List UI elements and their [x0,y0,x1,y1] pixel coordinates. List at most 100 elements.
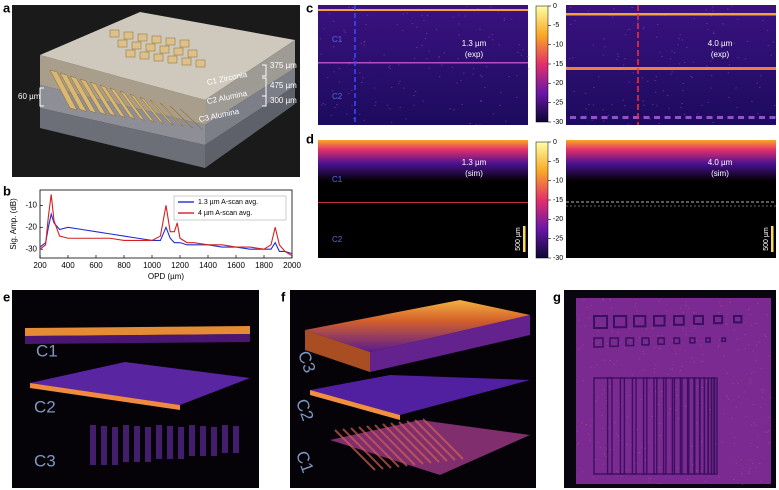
speckle [632,72,635,74]
speckle [422,100,424,102]
speckle [656,335,659,337]
speckle [740,473,743,475]
speckle [581,422,583,424]
speckle [643,353,646,355]
y-axis-label: Sig. Amp. (dB) [9,198,18,250]
label: C2 [332,92,343,101]
speckle [636,310,638,312]
speckle [682,327,684,329]
speckle [449,108,451,110]
speckle [753,422,755,424]
speckle [696,422,698,424]
speckle [655,91,657,93]
speckle [685,405,688,407]
speckle [618,407,620,409]
speckle [755,359,757,361]
speckle [413,58,416,60]
speckle [759,462,761,464]
speckle [607,114,610,116]
speckle [740,459,742,461]
sim-image [566,140,776,258]
x-tick-label: 1600 [227,261,245,270]
speckle [682,83,684,85]
x-tick-label: 1200 [171,261,189,270]
speckle [751,372,753,374]
x-tick-label: 400 [61,261,75,270]
plot-frame [39,189,293,259]
bar-feature [631,377,648,475]
colorbar-label: -25 [553,100,563,107]
speckle [617,332,619,334]
speckle [718,476,720,478]
feature [398,421,440,463]
block-c2-side [205,68,295,145]
speckle [692,61,695,63]
speckle [746,40,749,42]
speckle [674,409,677,411]
panel-letter: f [281,289,286,304]
speckle [399,106,401,108]
speckle [648,336,651,338]
speckle [621,378,623,380]
speckle [679,307,682,309]
bar-feature [662,377,676,475]
bar-feature [686,377,696,475]
speckle [592,340,594,342]
speckle [732,383,734,385]
comb [696,116,702,119]
speckle [659,435,661,437]
speckle [322,28,325,30]
speckle [398,83,400,85]
square-feature [593,315,608,329]
speckle [741,483,744,485]
speckle [332,20,335,22]
colorbar-label: -5 [553,158,559,165]
label: 60 µm [18,92,41,101]
block-c1 [40,55,205,125]
speckle [669,408,672,410]
speckle [603,120,605,122]
speckle [603,38,605,40]
speckle [609,386,611,388]
label: (sim) [711,169,729,178]
speckle [645,328,648,330]
speckle [726,372,729,374]
speckle [655,36,658,38]
speckle [686,478,689,480]
square-feature [173,47,184,56]
speckle [659,347,662,349]
speckle [387,66,390,68]
speckle [624,347,626,349]
speckle [527,55,529,57]
sample-plane [576,298,771,484]
speckle [348,6,350,8]
speckle [402,30,404,32]
speckle [338,81,341,83]
speckle [702,361,704,363]
speckle [749,459,751,461]
square-feature [117,39,128,48]
speckle [700,470,702,472]
speckle [712,121,714,123]
oct-image [566,5,776,125]
speckle [668,108,670,110]
square-feature [613,315,628,329]
speckle [403,87,405,89]
speckle [658,123,660,125]
plate-c3-side [305,330,370,372]
bar-feature [149,99,174,126]
speckle [585,108,587,110]
speckle [702,423,705,425]
speckle [390,87,393,89]
speckle [438,55,441,57]
comb [654,116,660,119]
speckle [437,57,440,59]
speckle [475,123,477,125]
speckle [582,344,584,346]
feature [350,427,392,469]
speckle [705,65,708,67]
speckle [642,28,644,30]
speckle [577,348,579,350]
speckle [638,451,641,453]
square-feature [165,37,176,46]
